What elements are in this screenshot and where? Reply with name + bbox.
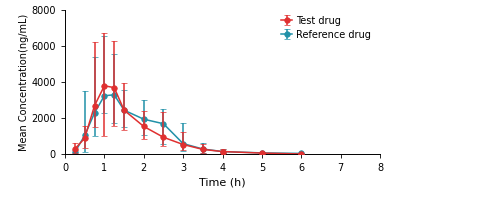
X-axis label: Time (h): Time (h) bbox=[199, 178, 246, 188]
Legend: Test drug, Reference drug: Test drug, Reference drug bbox=[277, 12, 375, 44]
Y-axis label: Mean Concentration(ng/mL): Mean Concentration(ng/mL) bbox=[18, 13, 28, 151]
